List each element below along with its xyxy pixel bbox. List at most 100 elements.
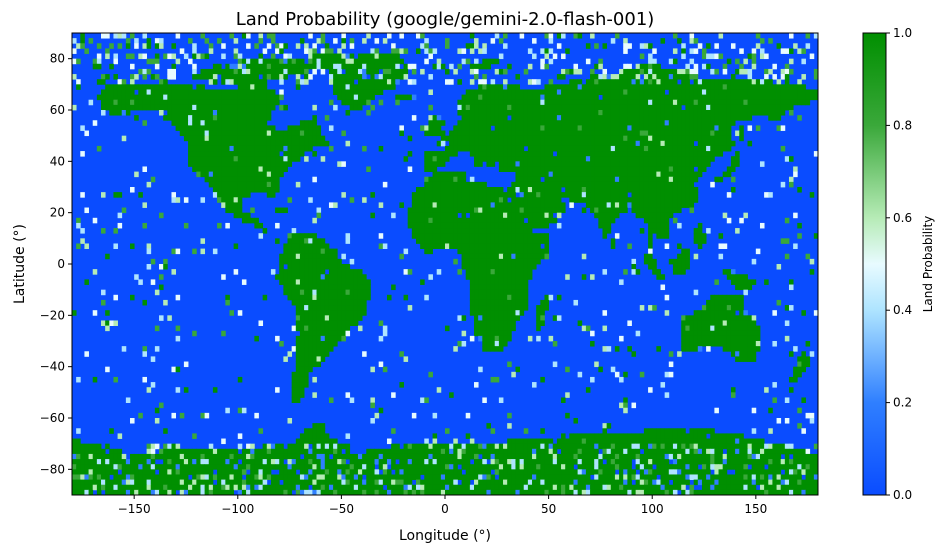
heatmap-cell	[208, 135, 214, 142]
heatmap-cell	[739, 315, 744, 321]
heatmap-cell	[573, 120, 579, 126]
heatmap-cell	[706, 228, 711, 234]
heatmap-cell	[341, 79, 346, 85]
heatmap-cell	[196, 171, 201, 178]
heatmap-cell	[295, 264, 301, 270]
heatmap-cell	[328, 125, 334, 131]
heatmap-cell	[788, 305, 794, 311]
heatmap-cell	[556, 125, 562, 131]
heatmap-cell	[254, 84, 259, 90]
heatmap-cell	[519, 310, 525, 316]
heatmap-cell	[312, 341, 317, 347]
heatmap-cell	[668, 79, 674, 85]
heatmap-cell	[163, 79, 168, 85]
heatmap-cell	[415, 33, 421, 39]
heatmap-cell	[598, 217, 603, 224]
heatmap-cell	[299, 392, 305, 398]
heatmap-cell	[614, 145, 620, 152]
heatmap-cell	[279, 130, 284, 137]
heatmap-cell	[660, 212, 666, 219]
heatmap-cell	[511, 207, 516, 214]
heatmap-cell	[511, 120, 516, 126]
heatmap-cell	[229, 156, 235, 162]
heatmap-cell	[482, 253, 487, 260]
heatmap-cell	[146, 387, 152, 393]
heatmap-cell	[241, 130, 247, 137]
heatmap-cell	[751, 48, 757, 54]
heatmap-cell	[299, 325, 305, 332]
heatmap-cell	[445, 233, 450, 239]
heatmap-cell	[793, 366, 798, 373]
heatmap-cell	[386, 74, 392, 80]
heatmap-cell	[689, 428, 695, 434]
heatmap-cell	[428, 222, 433, 229]
heatmap-cell	[685, 202, 690, 208]
heatmap-cell	[76, 84, 81, 90]
heatmap-cell	[507, 140, 512, 147]
heatmap-cell	[735, 284, 740, 291]
heatmap-cell	[561, 151, 566, 157]
heatmap-cell	[146, 94, 152, 101]
heatmap-cell	[453, 130, 458, 137]
heatmap-cell	[324, 253, 330, 260]
heatmap-cell	[192, 43, 197, 49]
heatmap-cell	[308, 274, 313, 280]
heatmap-cell	[598, 197, 603, 203]
heatmap-cell	[602, 156, 608, 162]
heatmap-cell	[656, 89, 661, 95]
heatmap-cell	[171, 68, 177, 75]
heatmap-cell	[415, 212, 421, 219]
heatmap-cell	[660, 99, 666, 106]
heatmap-cell	[432, 63, 438, 70]
heatmap-cell	[316, 207, 322, 214]
heatmap-cell	[780, 104, 786, 111]
heatmap-cell	[486, 125, 491, 131]
heatmap-cell	[445, 135, 450, 142]
heatmap-cell	[648, 217, 653, 224]
heatmap-cell	[461, 130, 467, 137]
heatmap-cell	[304, 438, 309, 445]
heatmap-cell	[101, 110, 106, 116]
heatmap-cell	[743, 320, 748, 326]
heatmap-cell	[730, 74, 736, 80]
heatmap-cell	[403, 248, 409, 255]
heatmap-cell	[221, 110, 226, 116]
heatmap-cell	[788, 68, 794, 75]
heatmap-cell	[784, 335, 790, 342]
heatmap-cell	[424, 125, 429, 131]
heatmap-cell	[652, 130, 657, 137]
heatmap-cell	[598, 151, 603, 157]
heatmap-cell	[627, 346, 632, 352]
heatmap-cell	[212, 63, 218, 70]
heatmap-cell	[440, 212, 446, 219]
heatmap-cell	[693, 433, 699, 439]
heatmap-cell	[619, 135, 624, 142]
heatmap-cell	[283, 289, 288, 296]
heatmap-cell	[739, 335, 744, 342]
heatmap-cell	[507, 222, 512, 229]
heatmap-cell	[722, 299, 728, 306]
heatmap-cell	[320, 135, 326, 142]
heatmap-cell	[415, 187, 421, 193]
heatmap-cell	[486, 279, 491, 285]
heatmap-cell	[270, 156, 276, 162]
heatmap-cell	[685, 156, 690, 162]
heatmap-cell	[519, 279, 525, 285]
heatmap-cell	[478, 140, 483, 147]
heatmap-cell	[685, 335, 690, 342]
heatmap-cell	[200, 99, 206, 106]
heatmap-cell	[714, 99, 719, 106]
heatmap-cell	[117, 222, 123, 229]
heatmap-cell	[233, 202, 239, 208]
heatmap-cell	[718, 104, 724, 111]
heatmap-cell	[635, 212, 641, 219]
heatmap-cell	[507, 202, 512, 208]
heatmap-cell	[498, 222, 504, 229]
heatmap-cell	[523, 258, 529, 265]
heatmap-cell	[208, 68, 214, 75]
heatmap-cell	[565, 104, 570, 111]
heatmap-cell	[320, 289, 326, 296]
heatmap-cell	[660, 428, 666, 434]
heatmap-cell	[768, 79, 773, 85]
heatmap-cell	[494, 125, 500, 131]
